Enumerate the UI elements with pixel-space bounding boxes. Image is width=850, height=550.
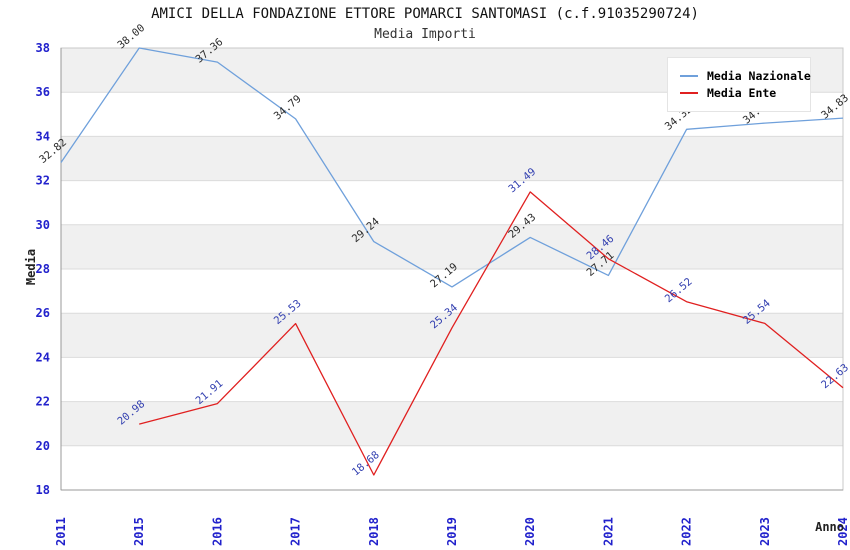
- series-line-media-ente: [139, 191, 844, 476]
- x-tick-label: 2021: [601, 517, 615, 546]
- y-tick-label: 24: [36, 350, 50, 364]
- y-tick-label: 30: [36, 218, 50, 232]
- x-axis-title: Anno: [815, 520, 844, 534]
- x-tick-label: 2023: [758, 517, 772, 546]
- plot-band: [61, 401, 843, 446]
- data-point-label: 18.68: [350, 449, 382, 479]
- y-axis-title: Media: [24, 248, 38, 286]
- x-tick-label: 2017: [289, 517, 303, 546]
- chart-title: AMICI DELLA FONDAZIONE ETTORE POMARCI SA…: [151, 6, 699, 22]
- nazionale-line-swatch-icon: [680, 75, 698, 77]
- y-tick-label: 28: [36, 262, 50, 276]
- data-point-label: 22.63: [819, 362, 850, 392]
- series-line-media-nazionale: [60, 47, 844, 288]
- y-tick-label: 18: [36, 483, 50, 497]
- ente-line-swatch-icon: [680, 92, 698, 94]
- y-tick-label: 26: [36, 306, 50, 320]
- plot-band: [61, 313, 843, 358]
- y-tick-label: 36: [36, 85, 50, 99]
- x-tick-label: 2024: [836, 517, 850, 546]
- data-point-label: 26.52: [663, 276, 695, 306]
- y-tick-label: 22: [36, 395, 50, 409]
- legend-item-ente: Media Ente: [680, 86, 800, 100]
- x-tick-label: 2011: [54, 517, 68, 546]
- legend-label-ente: Media Ente: [707, 86, 777, 100]
- y-tick-label: 38: [36, 41, 50, 55]
- x-tick-label: 2022: [680, 517, 694, 546]
- y-tick-label: 32: [36, 174, 50, 188]
- y-tick-label: 34: [36, 129, 50, 143]
- x-tick-label: 2015: [132, 517, 146, 546]
- x-tick-label: 2016: [210, 517, 224, 546]
- x-tick-label: 2019: [445, 517, 459, 546]
- plot-band: [61, 136, 843, 181]
- chart-subtitle: Media Importi: [374, 27, 476, 42]
- x-tick-label: 2018: [367, 517, 381, 546]
- x-tick-label: 2020: [523, 517, 537, 546]
- data-point-label: 34.83: [819, 92, 850, 122]
- legend-box: Media Nazionale Media Ente: [667, 57, 811, 112]
- data-point-label: 34.79: [272, 93, 304, 123]
- legend-item-nazionale: Media Nazionale: [680, 69, 811, 83]
- legend-label-nazionale: Media Nazionale: [707, 69, 811, 83]
- y-tick-label: 20: [36, 439, 50, 453]
- plot-band: [61, 224, 843, 269]
